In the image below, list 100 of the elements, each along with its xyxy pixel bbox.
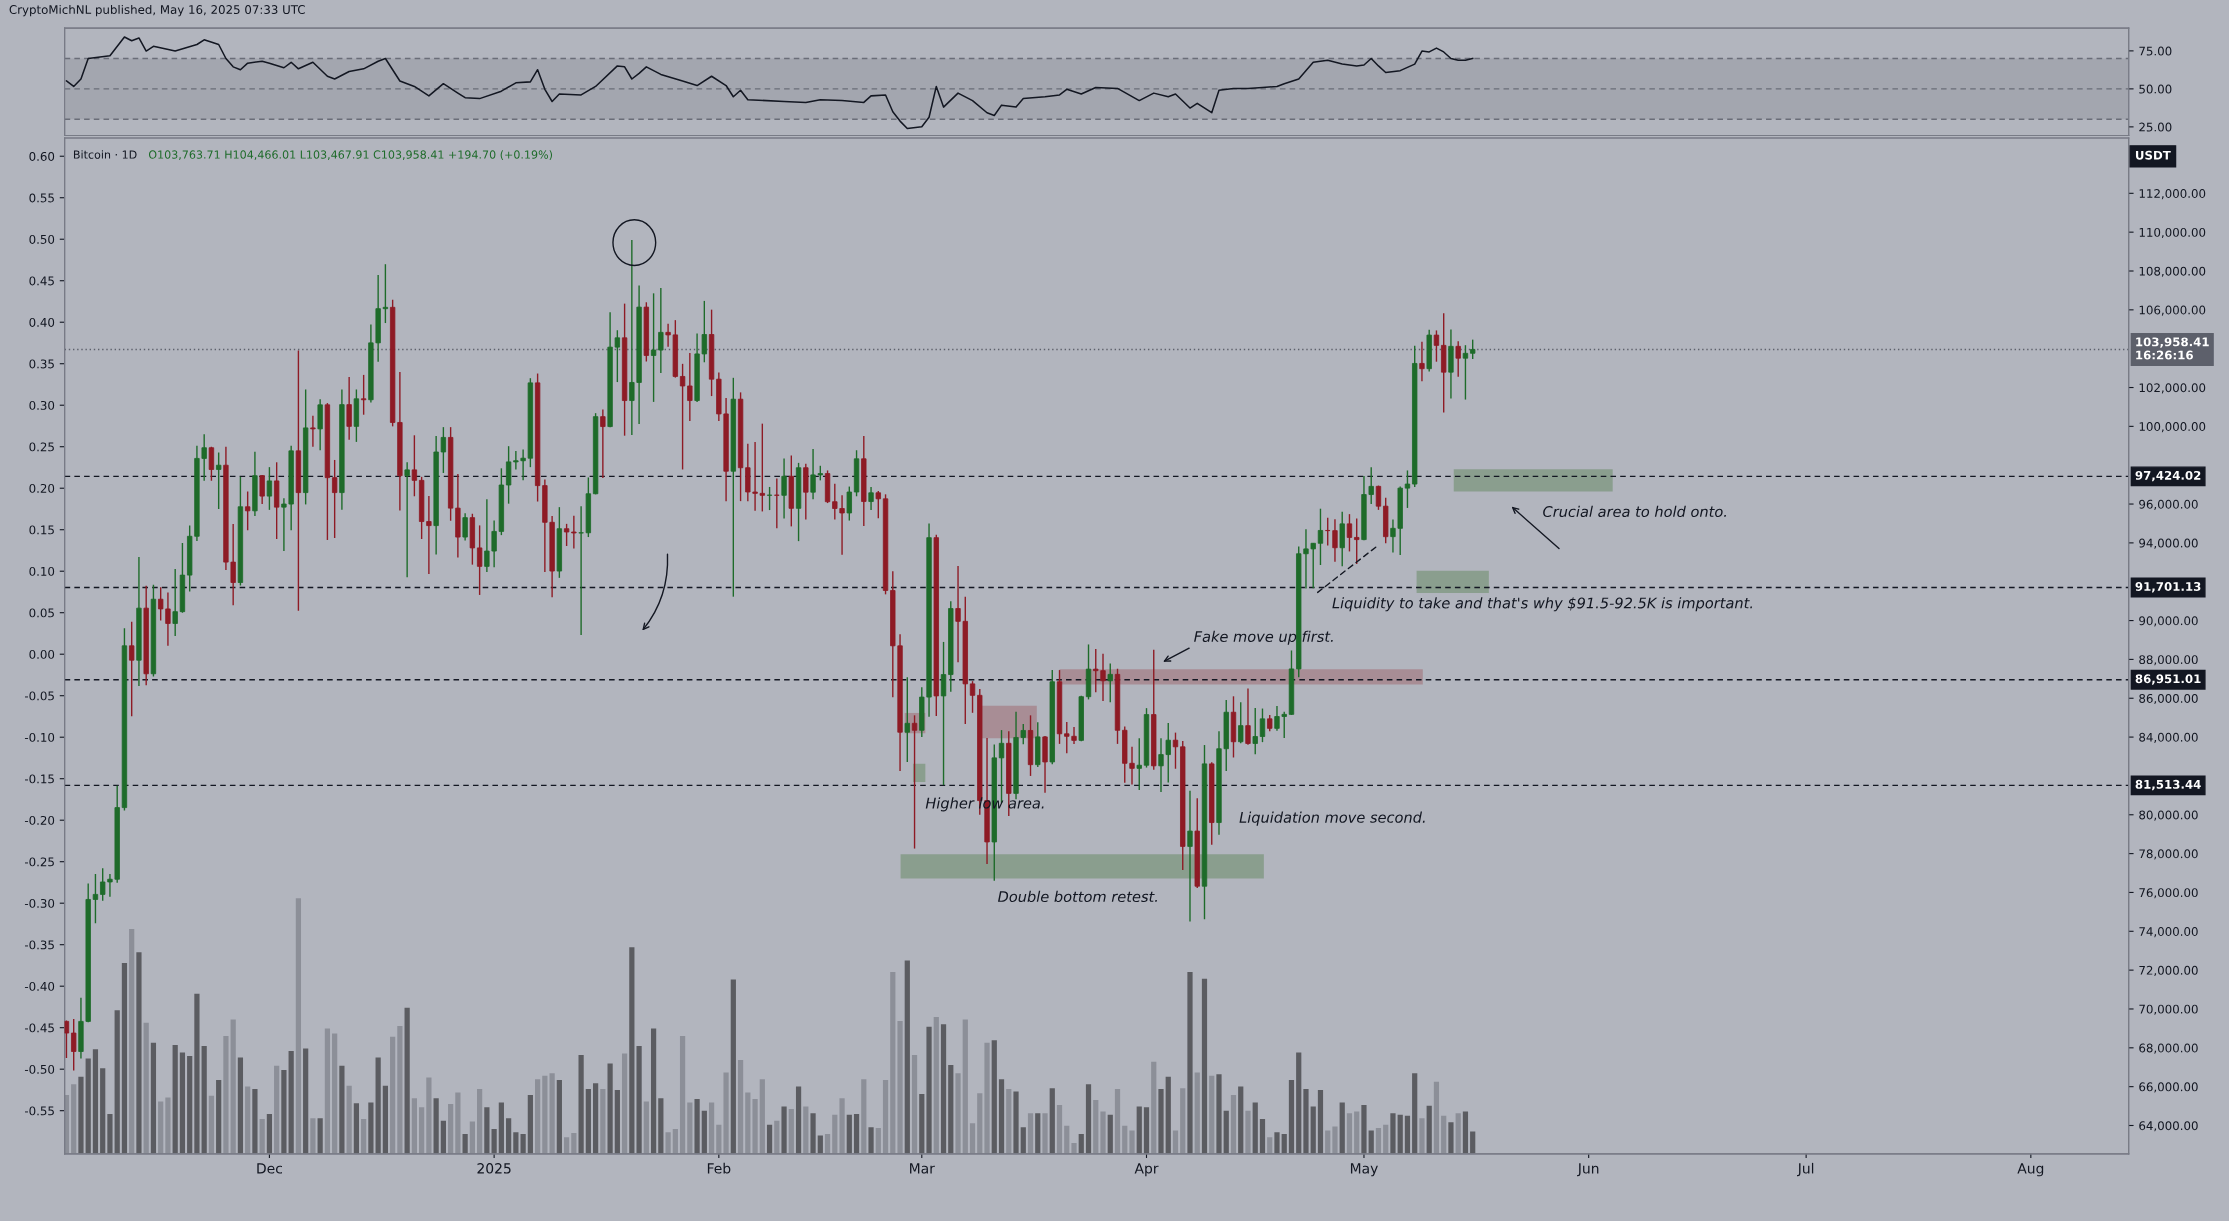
bar: [1296, 1052, 1302, 1154]
bar: [1238, 1086, 1244, 1154]
bar: [911, 1055, 918, 1154]
bar: [1216, 1074, 1222, 1154]
candlestick: [411, 434, 418, 497]
y2-tick-label: 70,000.00: [2139, 1004, 2198, 1015]
candlestick: [1455, 340, 1461, 378]
bar: [310, 1118, 316, 1154]
y2-tick-label: 94,000.00: [2139, 538, 2198, 549]
ref-line-label: 97,424.02: [2135, 470, 2201, 482]
x-tick-label: Aug: [2017, 1163, 2044, 1177]
bar: [708, 1102, 715, 1154]
candlestick: [650, 292, 657, 403]
bar: [650, 1028, 657, 1154]
x-tick-label: May: [1350, 1163, 1378, 1177]
candlestick: [875, 490, 881, 519]
candlestick: [1354, 517, 1360, 565]
bar: [571, 1133, 577, 1154]
bar: [600, 1089, 606, 1154]
bar: [1013, 1091, 1019, 1154]
bar: [375, 1057, 381, 1154]
candlestick: [71, 1018, 77, 1072]
y2-tick-label: 75.00: [2139, 46, 2172, 56]
bar: [795, 1086, 802, 1154]
bar: [926, 1026, 932, 1154]
y-tick-label: -0.10: [24, 732, 55, 742]
bar: [332, 1033, 338, 1154]
bar: [1375, 1128, 1382, 1154]
ref-line-label: 86,951.01: [2135, 674, 2201, 685]
y-tick-label: -0.35: [24, 940, 54, 950]
bar: [339, 1065, 345, 1154]
candlestick: [1346, 513, 1353, 553]
bar: [1252, 1102, 1258, 1154]
bar: [187, 1055, 193, 1154]
bar: [1158, 1089, 1164, 1154]
y2-tick-label: 74,000.00: [2139, 927, 2198, 938]
bar: [861, 1079, 867, 1154]
candlestick: [658, 287, 664, 374]
y-tick-label: 0.55: [29, 193, 54, 203]
ref-line-label: 103,958.41 16:26:16: [2136, 337, 2209, 360]
y2-tick-label: 102,000.00: [2139, 383, 2206, 394]
bar: [129, 928, 135, 1154]
bar: [346, 1085, 352, 1154]
bar: [839, 1098, 845, 1154]
bar: [1194, 1072, 1200, 1154]
candlestick: [600, 408, 606, 479]
bar: [955, 1073, 961, 1154]
candlestick: [1259, 707, 1266, 743]
candlestick: [1317, 508, 1324, 566]
bar: [303, 1048, 309, 1154]
bar: [549, 1073, 555, 1154]
y-tick-label: -0.05: [24, 691, 54, 701]
bar: [1006, 1089, 1012, 1154]
bar: [201, 1045, 207, 1154]
bar: [1035, 1113, 1041, 1154]
bar: [448, 1104, 454, 1154]
bar: [1397, 1114, 1403, 1154]
y-tick-label: 0.00: [29, 649, 55, 659]
y2-tick-label: 110,000.00: [2139, 227, 2206, 239]
bar: [730, 979, 736, 1154]
bar: [498, 1102, 504, 1154]
bar: [136, 952, 142, 1154]
bar: [933, 1016, 939, 1154]
bar: [977, 1093, 983, 1154]
bar: [1122, 1125, 1128, 1154]
bar: [266, 1114, 273, 1154]
candlestick: [266, 466, 273, 511]
bar: [513, 1132, 519, 1154]
text: CryptoMichNL published, May 16, 2025 07:33 UTC: [9, 4, 305, 17]
ref-line-label: 91,701.13: [2135, 582, 2201, 593]
bar: [585, 1089, 591, 1154]
bar: [716, 1124, 722, 1154]
y2-tick-label: 78,000.00: [2139, 849, 2198, 860]
bar: [143, 1022, 149, 1154]
y-tick-label: 0.30: [29, 400, 55, 410]
bar: [1100, 1111, 1106, 1154]
bar: [368, 1102, 374, 1154]
bar: [1078, 1133, 1084, 1154]
candlestick: [1238, 701, 1244, 744]
bar: [679, 1035, 686, 1154]
x-tick-label: Mar: [910, 1163, 935, 1174]
bar: [1441, 1115, 1447, 1154]
bar: [317, 1118, 323, 1154]
bar: [694, 1099, 700, 1154]
y-tick-label: 0.40: [29, 317, 55, 327]
y-tick-label: -0.20: [24, 815, 55, 825]
bar: [1404, 1115, 1411, 1154]
candlestick: [911, 714, 918, 850]
bar: [745, 1092, 751, 1154]
candlestick: [940, 641, 947, 786]
bar: [390, 1036, 396, 1154]
y2-tick-label: 25.00: [2139, 122, 2172, 132]
y2-tick-label: 66,000.00: [2139, 1082, 2198, 1093]
bar: [455, 1092, 461, 1154]
bar: [404, 1007, 410, 1154]
bar: [1433, 1081, 1440, 1154]
bar: [1383, 1124, 1389, 1154]
y-tick-label: 0.10: [29, 566, 55, 576]
bar: [477, 1089, 483, 1154]
x-tick-label: Jun: [1577, 1163, 1599, 1177]
